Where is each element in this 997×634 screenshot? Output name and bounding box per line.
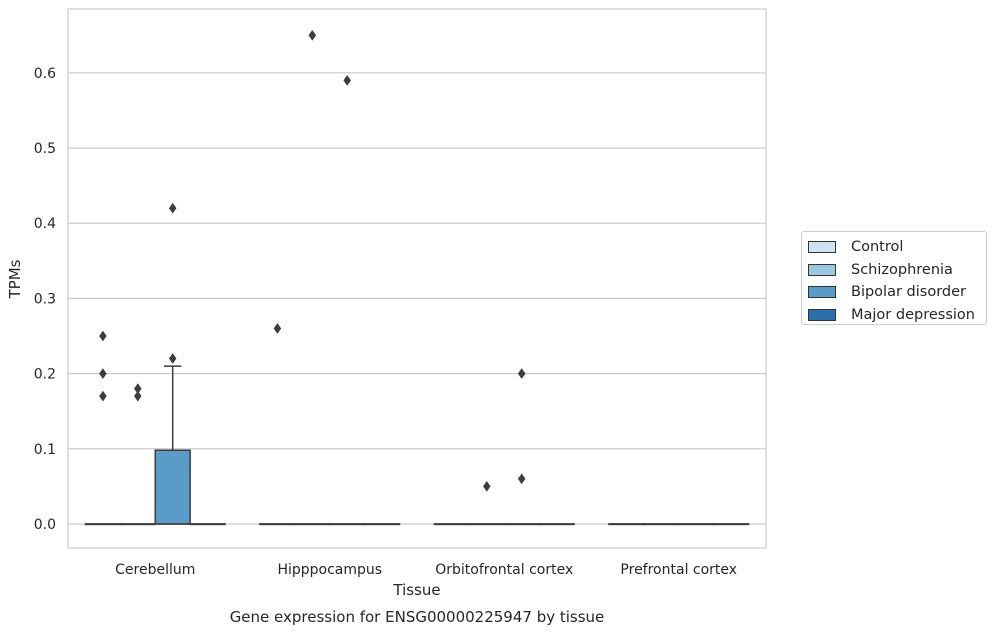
x-tick-label: Cerebellum — [115, 562, 195, 578]
outlier-point — [168, 202, 177, 214]
y-tick-label: 0.6 — [34, 66, 56, 82]
legend-swatch — [808, 308, 836, 321]
legend-label: Major depression — [851, 306, 975, 323]
outlier-point — [273, 323, 282, 334]
y-tick-label: 0.2 — [34, 367, 56, 383]
y-tick-label: 0.3 — [34, 291, 56, 307]
chart-caption: Gene expression for ENSG00000225947 by t… — [230, 608, 605, 626]
legend-label: Control — [851, 239, 904, 256]
outlier-point — [517, 473, 526, 485]
y-tick-label: 0.4 — [34, 216, 56, 232]
y-tick-labels: 0.0 0.1 0.2 0.3 0.4 0.5 0.6 — [34, 66, 56, 533]
y-tick-label: 0.1 — [34, 442, 56, 458]
outlier-point — [99, 330, 107, 342]
x-tick-label: Prefrontal cortex — [620, 562, 737, 578]
outlier-point — [343, 74, 352, 86]
outlier-point — [99, 390, 107, 402]
y-tick-label: 0.0 — [34, 517, 56, 533]
outlier-point — [482, 480, 491, 492]
y-axis-label: TPMs — [6, 259, 24, 299]
outlier-point — [168, 353, 177, 364]
gridlines — [68, 72, 766, 525]
box-layer — [84, 365, 750, 526]
legend-label: Schizophrenia — [851, 261, 953, 278]
outlier-point — [517, 368, 526, 380]
legend-label: Bipolar disorder — [851, 284, 966, 301]
legend-swatch — [808, 241, 836, 254]
outlier-point — [308, 29, 317, 41]
plot-frame — [67, 8, 767, 549]
outlier-point — [133, 390, 142, 402]
x-axis-label: Tissue — [392, 581, 440, 599]
legend-item: Major depression — [808, 304, 986, 327]
legend-item: Bipolar disorder — [808, 281, 986, 304]
outlier-layer — [99, 29, 526, 492]
x-tick-label: Orbitofrontal cortex — [435, 562, 573, 578]
legend-swatch — [808, 263, 836, 276]
legend-item: Control — [808, 236, 986, 259]
legend: Control Schizophrenia Bipolar disorder Majo… — [801, 231, 987, 325]
box — [154, 449, 191, 525]
outlier-point — [133, 383, 142, 395]
legend-swatch — [808, 286, 836, 299]
outlier-point — [99, 368, 107, 380]
legend-item: Schizophrenia — [808, 259, 986, 282]
x-tick-label: Hipppocampus — [277, 562, 382, 578]
x-tick-labels: Cerebellum Hipppocampus Orbitofrontal cort… — [115, 562, 737, 578]
y-tick-label: 0.5 — [34, 141, 56, 157]
